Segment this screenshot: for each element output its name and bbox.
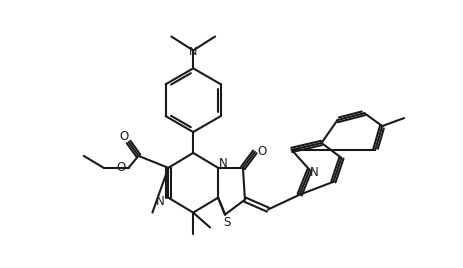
Text: N: N xyxy=(218,157,227,170)
Text: O: O xyxy=(119,131,128,143)
Text: N: N xyxy=(156,195,164,208)
Text: O: O xyxy=(116,161,125,174)
Text: S: S xyxy=(223,216,230,229)
Text: N: N xyxy=(310,166,318,179)
Text: O: O xyxy=(257,146,266,158)
Text: N: N xyxy=(188,47,197,57)
